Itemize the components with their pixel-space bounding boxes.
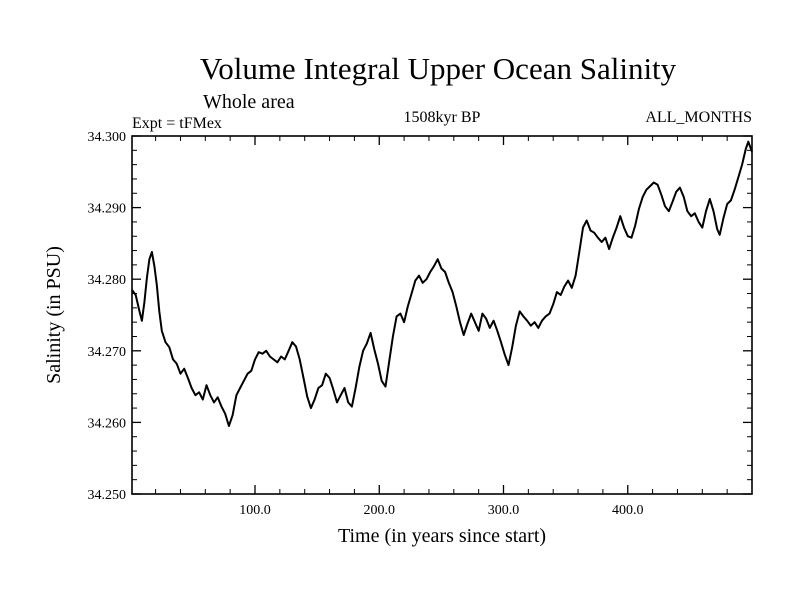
experiment-label: Expt = tFMex xyxy=(132,115,222,132)
y-tick-label: 34.290 xyxy=(88,202,127,217)
x-axis: 100.0 200.0 300.0 400.0 xyxy=(155,136,728,518)
x-tick-label: 100.0 xyxy=(239,503,271,518)
y-axis: 34.250 34.260 34.270 34.280 34.290 34.300 xyxy=(88,130,752,503)
salinity-series-line xyxy=(131,140,753,427)
months-label: ALL_MONTHS xyxy=(645,109,752,126)
x-axis-label: Time (in years since start) xyxy=(338,525,546,547)
y-tick-label: 34.270 xyxy=(88,345,127,360)
period-label: 1508kyr BP xyxy=(404,109,481,126)
chart-title: Volume Integral Upper Ocean Salinity xyxy=(200,51,677,86)
chart-subtitle: Whole area xyxy=(203,91,295,113)
y-tick-label: 34.260 xyxy=(88,416,127,431)
plot-frame xyxy=(131,135,753,495)
x-tick-label: 300.0 xyxy=(488,503,520,518)
y-tick-label: 34.250 xyxy=(88,488,127,503)
y-axis-label: Salinity (in PSU) xyxy=(43,246,65,384)
x-tick-label: 200.0 xyxy=(364,503,396,518)
y-tick-label: 34.280 xyxy=(88,273,127,288)
y-tick-label: 34.300 xyxy=(88,130,127,145)
x-tick-label: 400.0 xyxy=(612,503,644,518)
